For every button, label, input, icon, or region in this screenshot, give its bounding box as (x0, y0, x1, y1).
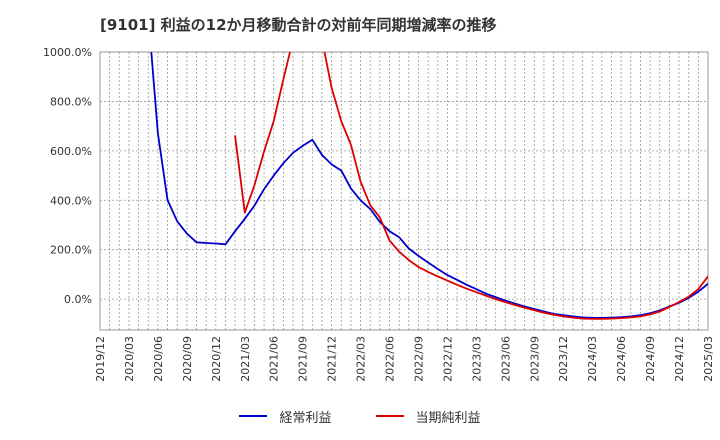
x-tick-label: 2020/06 (152, 336, 165, 382)
legend: 経常利益 当期純利益 (0, 404, 720, 428)
legend-item-ordinary-profit: 経常利益 (239, 407, 332, 426)
x-tick-label: 2024/06 (615, 336, 628, 382)
y-tick-label: 400.0% (50, 194, 92, 207)
x-tick-label: 2020/03 (123, 336, 136, 382)
x-tick-label: 2021/09 (297, 336, 310, 382)
x-tick-label: 2020/09 (181, 336, 194, 382)
x-tick-label: 2024/03 (586, 336, 599, 382)
x-tick-label: 2022/06 (384, 336, 397, 382)
x-tick-label: 2024/12 (673, 336, 686, 382)
x-tick-label: 2023/03 (470, 336, 483, 382)
y-tick-label: 200.0% (50, 244, 92, 257)
legend-swatch-ordinary-profit (239, 415, 268, 417)
y-tick-label: 1000.0% (43, 46, 92, 59)
legend-label-ordinary-profit: 経常利益 (279, 410, 332, 426)
series-line-0 (150, 52, 708, 319)
y-tick-label: 600.0% (50, 145, 92, 158)
legend-swatch-net-income (375, 415, 404, 417)
legend-item-net-income: 当期純利益 (375, 407, 481, 426)
y-tick-label: 800.0% (50, 95, 92, 108)
x-tick-label: 2022/03 (355, 336, 368, 382)
x-tick-label: 2023/09 (528, 336, 541, 382)
chart-title: [9101] 利益の12か月移動合計の対前年同期増減率の推移 (100, 16, 497, 34)
series-line-1 (323, 52, 708, 320)
plot-area (99, 51, 709, 331)
y-tick-label: 0.0% (64, 293, 92, 306)
x-tick-label: 2022/09 (412, 336, 425, 382)
x-tick-label: 2022/12 (441, 336, 454, 382)
series-line-1 (234, 52, 291, 214)
legend-label-net-income: 当期純利益 (415, 410, 481, 426)
x-tick-label: 2025/03 (702, 336, 715, 382)
x-tick-label: 2021/03 (239, 336, 252, 382)
x-tick-label: 2024/09 (644, 336, 657, 382)
x-tick-label: 2023/12 (557, 336, 570, 382)
x-tick-label: 2019/12 (94, 336, 107, 382)
series-lines (150, 52, 708, 320)
x-tick-label: 2023/06 (499, 336, 512, 382)
horizontal-gridlines (100, 101, 708, 300)
x-axis-tick-labels: 2019/12 2020/03 2020/06 2020/09 2020/12 2021/… (94, 336, 715, 382)
x-tick-label: 2021/06 (268, 336, 281, 382)
x-tick-label: 2021/12 (326, 336, 339, 382)
x-tick-label: 2020/12 (210, 336, 223, 382)
y-axis-tick-labels: 0.0% 200.0% 400.0% 600.0% 800.0% 1000.0% (43, 46, 92, 306)
